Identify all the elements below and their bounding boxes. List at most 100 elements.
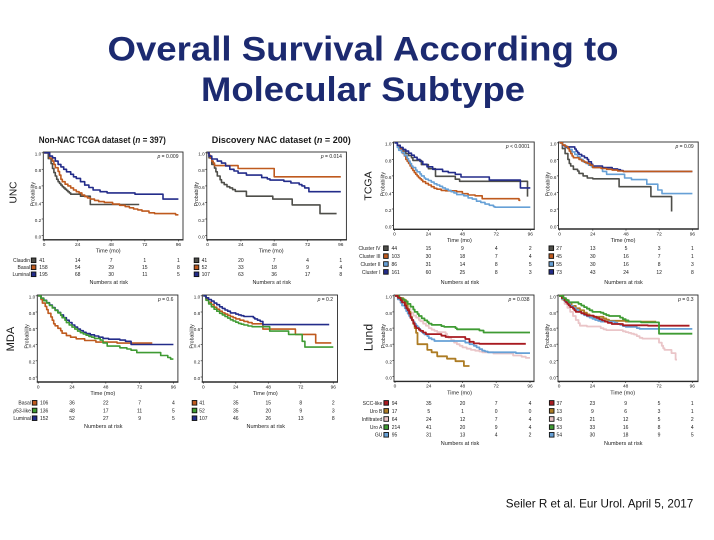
svg-text:1: 1 — [143, 258, 146, 264]
svg-text:24: 24 — [623, 270, 629, 276]
svg-text:72: 72 — [137, 384, 143, 390]
svg-text:86: 86 — [392, 262, 398, 268]
svg-text:0.4: 0.4 — [194, 343, 201, 348]
svg-text:8: 8 — [495, 262, 498, 268]
svg-text:Seiler R et al. Eur Urol. Apri: Seiler R et al. Eur Urol. April 5, 2017 — [506, 497, 694, 511]
svg-text:9: 9 — [624, 401, 627, 407]
svg-text:54: 54 — [75, 265, 81, 271]
svg-text:5: 5 — [172, 408, 175, 414]
svg-text:Time (mo): Time (mo) — [447, 390, 472, 396]
svg-text:15: 15 — [142, 265, 148, 271]
svg-text:72: 72 — [494, 232, 500, 238]
svg-text:8: 8 — [495, 270, 498, 276]
svg-text:4: 4 — [529, 254, 532, 260]
svg-text:96: 96 — [331, 384, 337, 390]
svg-text:11: 11 — [142, 272, 147, 278]
svg-text:1: 1 — [691, 409, 694, 415]
svg-text:0.0: 0.0 — [29, 376, 36, 381]
svg-text:53: 53 — [557, 425, 563, 431]
svg-text:Overall Survival According to: Overall Survival According to — [108, 31, 619, 69]
svg-text:30: 30 — [590, 254, 596, 260]
svg-text:1.0: 1.0 — [198, 152, 205, 157]
svg-text:7: 7 — [138, 401, 141, 407]
svg-text:0.0: 0.0 — [550, 225, 557, 230]
svg-text:152: 152 — [40, 416, 49, 422]
svg-text:48: 48 — [69, 408, 75, 414]
svg-text:73: 73 — [556, 270, 562, 276]
svg-text:96: 96 — [690, 384, 696, 390]
svg-text:41: 41 — [202, 258, 208, 264]
svg-text:0.2: 0.2 — [194, 360, 201, 365]
svg-text:0.8: 0.8 — [194, 311, 201, 316]
svg-text:18: 18 — [271, 265, 277, 271]
svg-text:18: 18 — [623, 433, 629, 439]
svg-text:21: 21 — [590, 417, 596, 423]
svg-text:9: 9 — [495, 425, 498, 431]
svg-text:Basal: Basal — [17, 265, 30, 271]
svg-text:60: 60 — [426, 270, 432, 276]
svg-text:Probability: Probability — [546, 172, 552, 197]
svg-text:24: 24 — [238, 242, 244, 248]
svg-text:1.0: 1.0 — [386, 295, 393, 300]
svg-text:Numbers at risk: Numbers at risk — [90, 280, 129, 286]
svg-text:16: 16 — [623, 254, 629, 260]
svg-text:0.8: 0.8 — [386, 311, 393, 316]
svg-text:Luminal: Luminal — [13, 416, 31, 422]
svg-text:158: 158 — [39, 265, 48, 271]
svg-text:11: 11 — [137, 408, 142, 414]
svg-text:1: 1 — [461, 409, 464, 415]
svg-text:1: 1 — [691, 401, 694, 407]
svg-text:48: 48 — [623, 384, 629, 390]
svg-text:1.0: 1.0 — [550, 142, 557, 147]
svg-text:8: 8 — [299, 401, 302, 407]
svg-text:1.0: 1.0 — [29, 295, 36, 300]
svg-text:0.8: 0.8 — [550, 311, 557, 316]
svg-text:0: 0 — [393, 232, 396, 238]
svg-text:94: 94 — [392, 401, 398, 407]
svg-text:17: 17 — [392, 409, 398, 415]
svg-text:0.6: 0.6 — [385, 175, 392, 180]
svg-text:214: 214 — [392, 425, 401, 431]
svg-text:3: 3 — [332, 408, 335, 414]
svg-text:15: 15 — [266, 401, 272, 407]
svg-text:48: 48 — [266, 384, 272, 390]
svg-text:45: 45 — [556, 254, 562, 260]
svg-text:72: 72 — [142, 242, 148, 248]
svg-text:96: 96 — [171, 384, 177, 390]
svg-text:7: 7 — [495, 401, 498, 407]
svg-text:Time (mo): Time (mo) — [259, 249, 284, 255]
svg-text:3: 3 — [658, 246, 661, 252]
svg-text:48: 48 — [623, 231, 629, 237]
svg-text:27: 27 — [556, 246, 562, 252]
svg-text:Probability: Probability — [24, 324, 30, 349]
svg-text:TCGA: TCGA — [362, 171, 374, 200]
svg-text:0.6: 0.6 — [29, 327, 36, 332]
svg-text:36: 36 — [271, 272, 277, 278]
svg-text:1: 1 — [691, 246, 694, 252]
svg-text:20: 20 — [238, 258, 244, 264]
svg-text:Probability: Probability — [194, 182, 200, 207]
svg-text:29: 29 — [108, 265, 114, 271]
svg-text:5: 5 — [625, 246, 628, 252]
svg-text:0: 0 — [202, 384, 205, 390]
svg-text:13: 13 — [298, 416, 304, 422]
svg-text:4: 4 — [495, 246, 498, 252]
svg-text:96: 96 — [338, 242, 344, 248]
svg-text:161: 161 — [392, 270, 401, 276]
svg-text:31: 31 — [426, 262, 432, 268]
svg-text:96: 96 — [690, 231, 696, 237]
svg-text:Cluster IV: Cluster IV — [359, 246, 382, 252]
svg-text:24: 24 — [75, 242, 81, 248]
svg-text:4: 4 — [691, 425, 694, 431]
svg-text:5: 5 — [172, 416, 175, 422]
svg-text:Numbers at risk: Numbers at risk — [84, 424, 123, 430]
svg-text:0.6: 0.6 — [35, 185, 42, 190]
svg-text:35: 35 — [233, 401, 239, 407]
svg-text:0.2: 0.2 — [386, 359, 393, 364]
svg-text:Cluster II: Cluster II — [360, 262, 380, 268]
svg-text:43: 43 — [590, 270, 596, 276]
svg-text:0.8: 0.8 — [385, 158, 392, 163]
svg-text:27: 27 — [103, 416, 109, 422]
svg-text:0.4: 0.4 — [35, 201, 42, 206]
svg-text:7: 7 — [658, 254, 661, 260]
